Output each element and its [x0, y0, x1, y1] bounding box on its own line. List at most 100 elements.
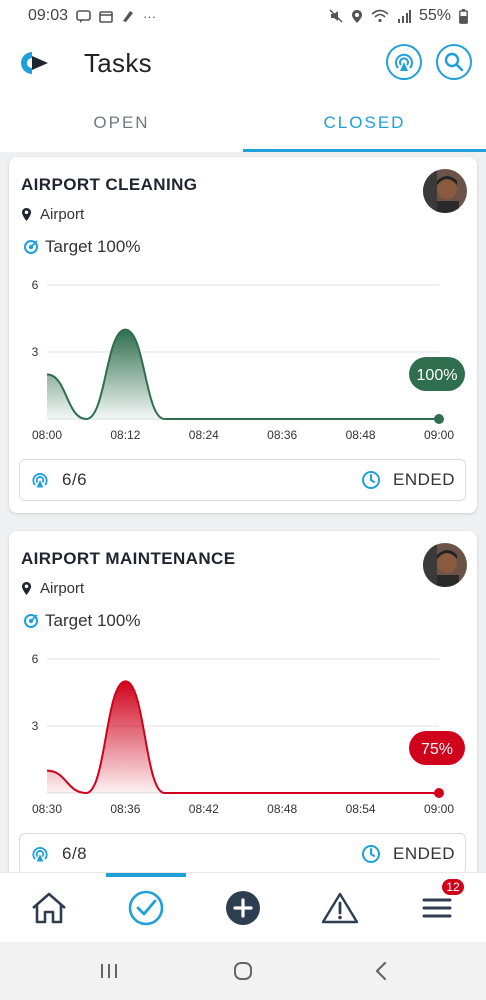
- x-tick-label: 08:42: [189, 802, 219, 816]
- task-progress-chart: 6 3 75% 08:30 08:36 08:42 08:48 08:54 09:00: [32, 652, 465, 816]
- y-tick-label: 3: [32, 345, 39, 359]
- task-count: 6/8: [30, 844, 87, 864]
- recent-apps-button[interactable]: [94, 958, 124, 984]
- battery-percent: 55%: [418, 7, 451, 24]
- series-line: [46, 680, 439, 795]
- nav-add[interactable]: [218, 883, 268, 933]
- home-button[interactable]: [228, 958, 258, 984]
- menu-icon: [422, 898, 452, 918]
- series-end-point: [434, 788, 444, 798]
- task-status-label: ENDED: [392, 470, 455, 489]
- status-time: 09:03: [28, 7, 69, 24]
- task-card[interactable]: AIRPORT MAINTENANCE Airport Target 100% …: [9, 531, 477, 872]
- recent-apps-icon: [101, 964, 117, 978]
- tag-icon: [123, 11, 134, 22]
- avatar[interactable]: [423, 169, 467, 213]
- x-tick-label: 09:00: [424, 428, 454, 442]
- task-target: Target 100%: [23, 611, 140, 631]
- x-tick-label: 08:30: [32, 802, 62, 816]
- notification-badge: 12: [440, 877, 466, 897]
- active-tab-indicator: [106, 873, 186, 877]
- nav-alerts[interactable]: [315, 883, 365, 933]
- target-icon: [24, 240, 38, 254]
- search-button[interactable]: [436, 44, 472, 80]
- avatar-image: [423, 543, 467, 587]
- check-circle-icon: [128, 890, 164, 926]
- task-status-label: ENDED: [392, 844, 455, 863]
- task-location-label: Airport: [40, 206, 85, 223]
- x-tick-label: 08:36: [110, 802, 140, 816]
- battery-icon: [459, 8, 468, 24]
- task-summary-bar: 6/6 ENDED: [19, 459, 466, 501]
- tab-bar: OPEN CLOSED: [0, 94, 486, 152]
- status-bar: 09:03 ··· 55%: [0, 0, 486, 32]
- avatar[interactable]: [423, 543, 467, 587]
- location-pin-icon: [22, 582, 31, 595]
- message-icon: [76, 9, 91, 23]
- signal-icon: [397, 9, 411, 23]
- app-bar: Tasks: [0, 32, 486, 94]
- clock-icon: [361, 471, 380, 489]
- task-location: Airport: [21, 580, 84, 597]
- system-nav-bar: [0, 942, 486, 1000]
- bottom-nav: 12: [0, 872, 486, 942]
- x-tick-label: 08:54: [346, 802, 376, 816]
- task-title: AIRPORT MAINTENANCE: [21, 549, 236, 568]
- search-icon: [444, 52, 464, 72]
- wifi-icon: [371, 9, 389, 23]
- task-location: Airport: [21, 206, 84, 223]
- status-more: ···: [143, 8, 157, 24]
- tab-closed[interactable]: CLOSED: [243, 94, 486, 152]
- task-count-label: 6/8: [62, 844, 88, 863]
- status-right: 55%: [329, 7, 468, 25]
- calendar-icon: [99, 10, 113, 23]
- clock-icon: [361, 845, 380, 863]
- task-count-label: 6/6: [62, 470, 88, 489]
- task-list[interactable]: AIRPORT CLEANING Airport Target 100% 6 3 1…: [0, 152, 486, 872]
- home-button-icon: [234, 962, 252, 980]
- progress-label: 75%: [421, 741, 453, 758]
- progress-pill: [409, 357, 465, 391]
- avatar-image: [423, 169, 467, 213]
- beacon-icon: [32, 473, 48, 488]
- y-tick-label: 6: [32, 278, 39, 292]
- x-tick-label: 08:12: [110, 428, 140, 442]
- progress-pill: [409, 731, 465, 765]
- location-icon: [351, 9, 362, 23]
- task-target-label: Target 100%: [45, 237, 141, 256]
- y-tick-label: 6: [32, 652, 39, 666]
- beacon-icon: [395, 53, 413, 71]
- back-icon: [375, 961, 387, 981]
- series-line: [46, 328, 439, 421]
- tab-open[interactable]: OPEN: [93, 113, 150, 132]
- warning-icon: [321, 892, 359, 924]
- nav-home[interactable]: [24, 883, 74, 933]
- x-tick-label: 08:48: [346, 428, 376, 442]
- x-tick-label: 08:36: [267, 428, 297, 442]
- nav-menu[interactable]: 12: [412, 877, 466, 933]
- location-pin-icon: [22, 208, 31, 221]
- x-tick-label: 08:00: [32, 428, 62, 442]
- x-tick-label: 08:48: [267, 802, 297, 816]
- task-target: Target 100%: [23, 237, 140, 257]
- progress-label: 100%: [417, 367, 458, 384]
- task-status: ENDED: [361, 844, 455, 864]
- back-button[interactable]: [366, 958, 396, 984]
- task-location-label: Airport: [40, 580, 85, 597]
- x-tick-label: 08:24: [189, 428, 219, 442]
- task-progress-chart: 6 3 100% 08:00 08:12 08:24 08:36 08:48 09:00: [32, 278, 465, 442]
- series-area: [47, 681, 439, 793]
- task-count: 6/6: [30, 470, 87, 490]
- target-icon: [24, 614, 38, 628]
- beacon-button[interactable]: [386, 44, 422, 80]
- y-tick-label: 3: [32, 719, 39, 733]
- mute-icon: [329, 9, 343, 23]
- series-end-point: [434, 414, 444, 424]
- nav-tasks[interactable]: [121, 883, 171, 933]
- app-logo: [21, 52, 48, 74]
- x-tick-label: 09:00: [424, 802, 454, 816]
- add-icon: [226, 891, 260, 925]
- task-target-label: Target 100%: [45, 611, 141, 630]
- task-card[interactable]: AIRPORT CLEANING Airport Target 100% 6 3 1…: [9, 157, 477, 513]
- home-icon: [32, 892, 66, 924]
